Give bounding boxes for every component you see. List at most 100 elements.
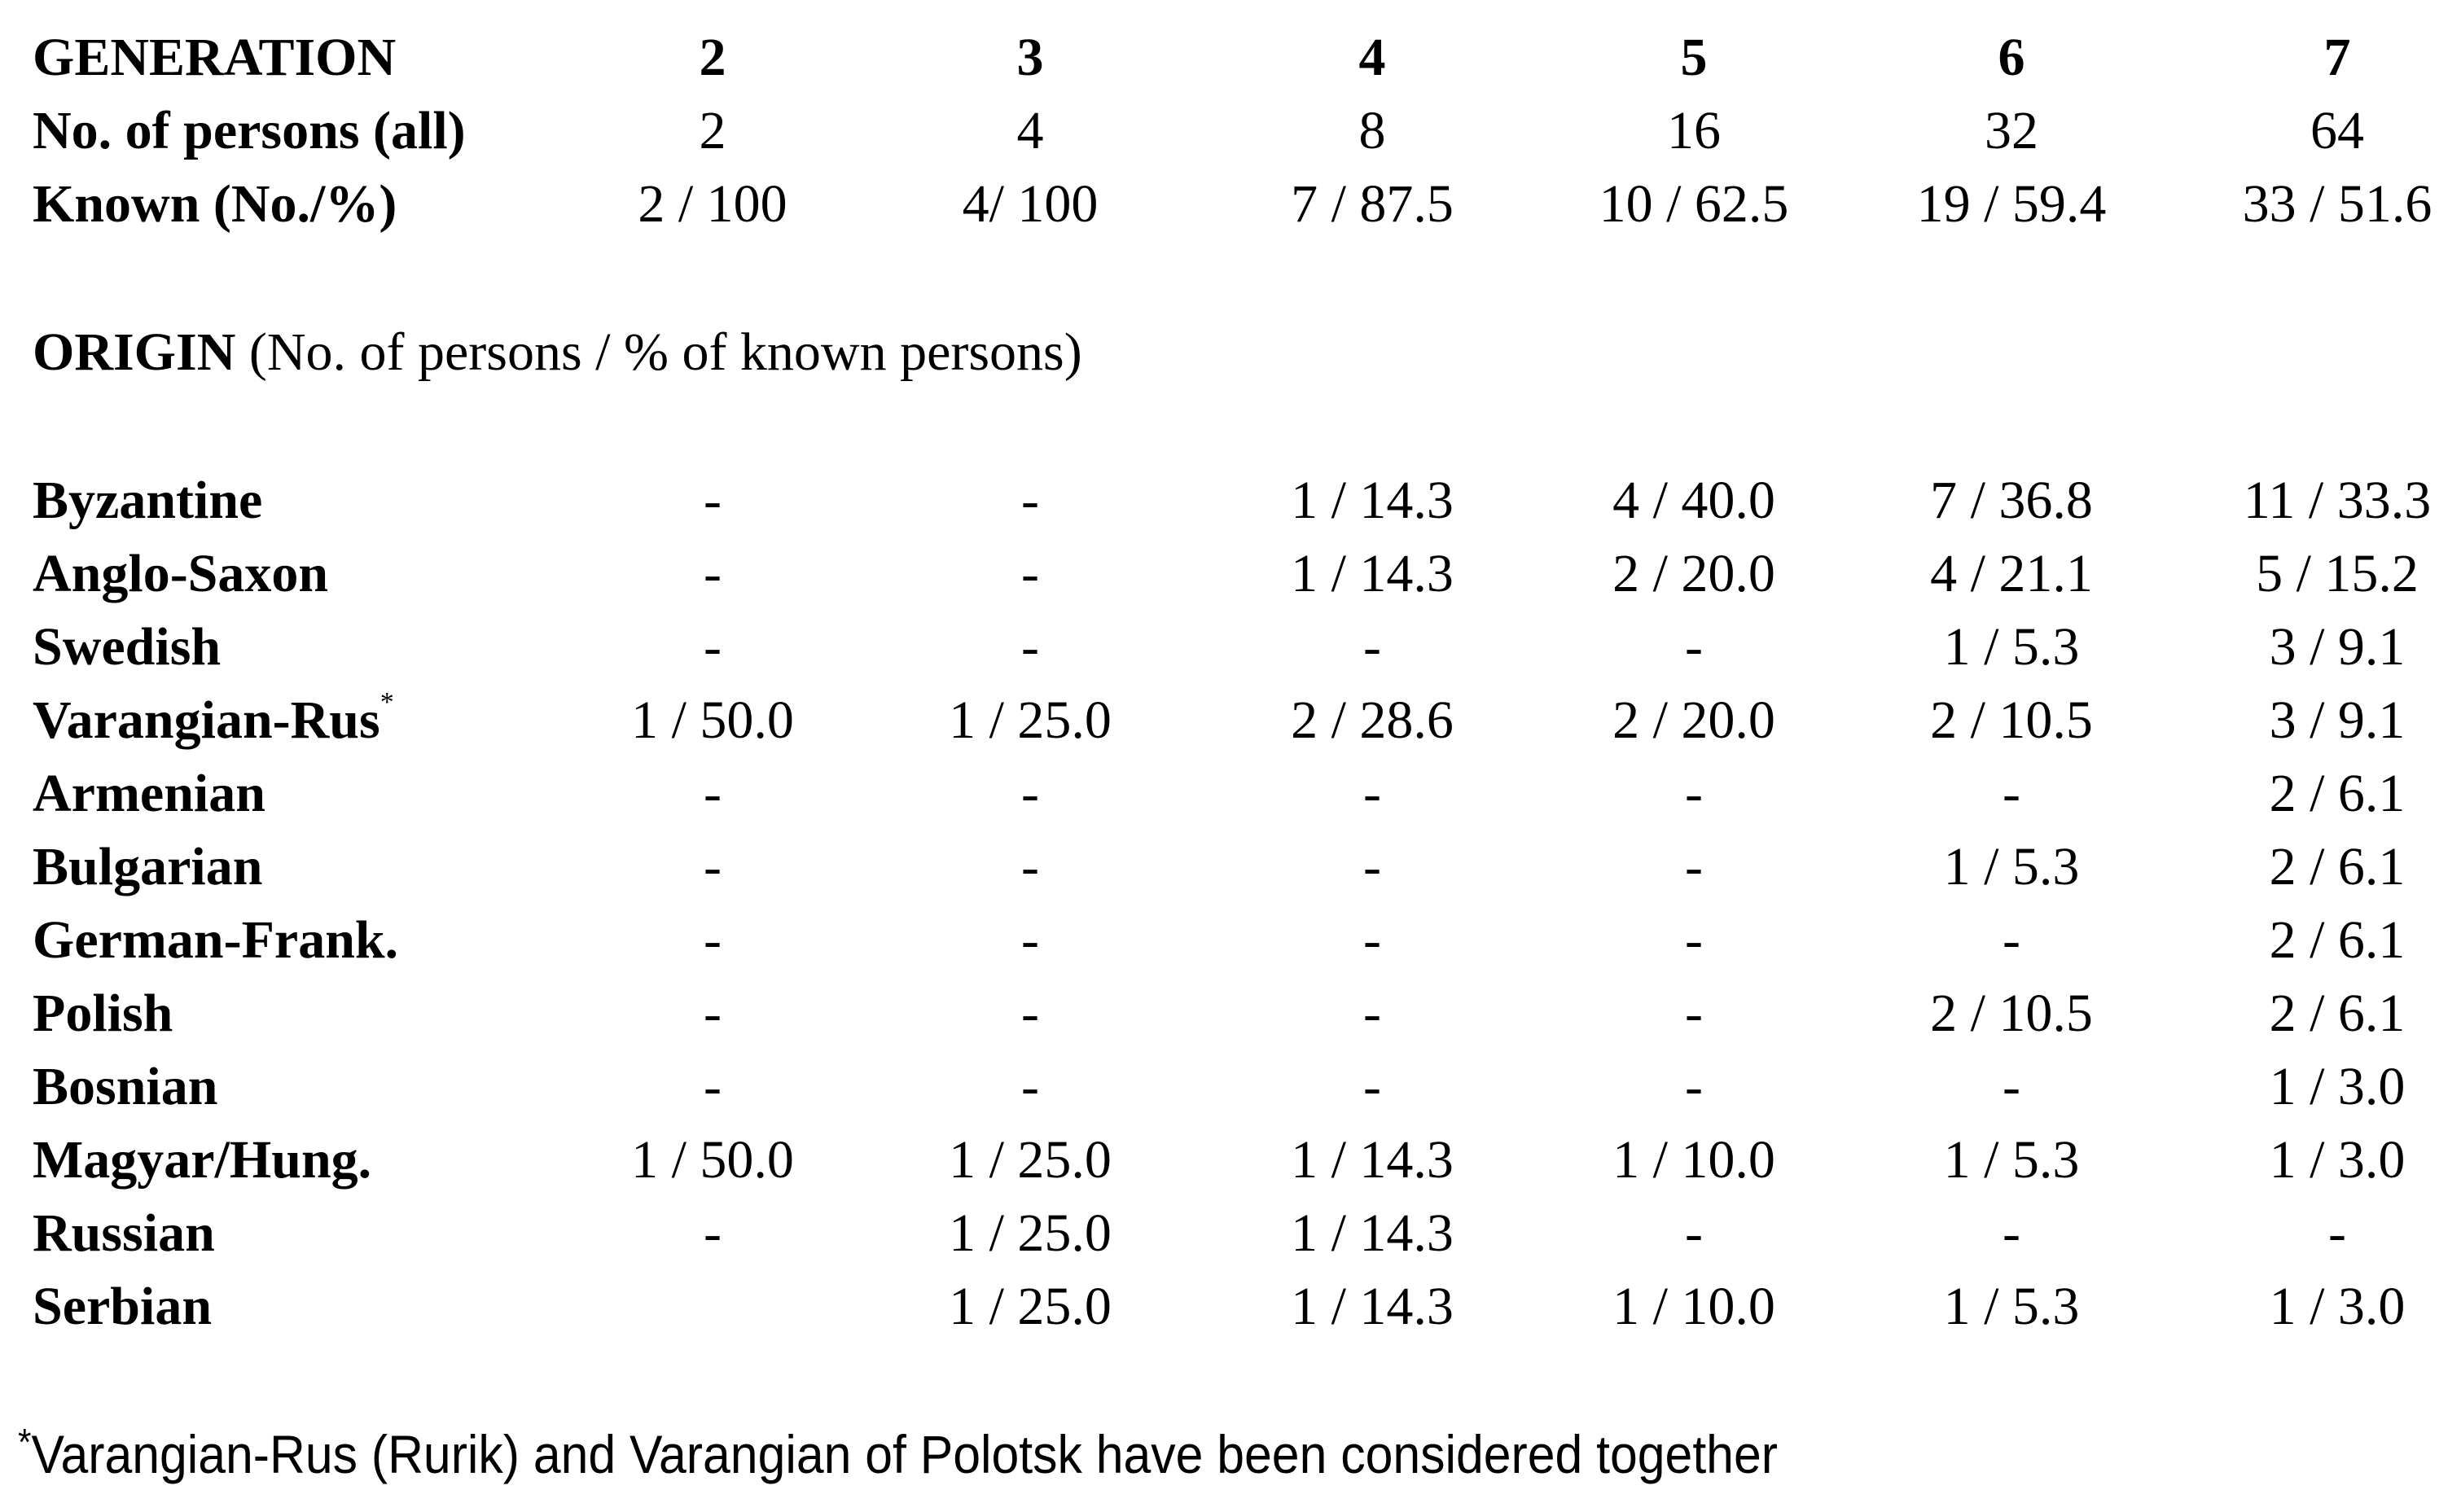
persons-gen-7: 64 xyxy=(2310,101,2364,160)
table-cell: 1 / 14.3 xyxy=(1291,544,1454,603)
row-label-byzantine: Byzantine xyxy=(33,471,263,530)
known-gen-5: 10 / 62.5 xyxy=(1599,174,1789,234)
table-cell: 4 / 21.1 xyxy=(1930,544,2093,603)
table-cell: - xyxy=(1685,984,1703,1043)
table-cell: 1 / 14.3 xyxy=(1291,471,1454,530)
known-gen-7: 33 / 51.6 xyxy=(2242,174,2432,234)
row-label-polish: Polish xyxy=(33,984,173,1043)
table-cell: 2 / 6.1 xyxy=(2269,837,2406,896)
table-cell: 2 / 6.1 xyxy=(2269,984,2406,1043)
row-label-magyar-hung: Magyar/Hung. xyxy=(33,1130,372,1190)
table-cell: 2 / 20.0 xyxy=(1612,544,1775,603)
row-label-bulgarian: Bulgarian xyxy=(33,837,263,896)
table-cell: 3 / 9.1 xyxy=(2269,617,2406,677)
table-cell: - xyxy=(704,764,722,823)
table-cell: - xyxy=(704,984,722,1043)
footnote-marker: * xyxy=(379,687,394,717)
table-cell: - xyxy=(1685,910,1703,970)
footnote-text: Varangian-Rus (Rurik) and Varangian of P… xyxy=(31,1424,1778,1484)
table-cell: - xyxy=(1021,984,1039,1043)
known-gen-4: 7 / 87.5 xyxy=(1291,174,1454,234)
generation-2-header: 2 xyxy=(699,28,726,87)
generation-6-header: 6 xyxy=(1998,28,2025,87)
table-cell: - xyxy=(1685,1057,1703,1116)
table-cell: 1 / 14.3 xyxy=(1291,1277,1454,1336)
table-cell: 1 / 10.0 xyxy=(1612,1130,1775,1190)
table-cell: 3 / 9.1 xyxy=(2269,690,2406,750)
origin-heading: ORIGIN (No. of persons / % of known pers… xyxy=(33,322,1082,383)
persons-gen-6: 32 xyxy=(1985,101,2038,160)
row-label-text: Varangian-Rus xyxy=(33,690,380,750)
table-cell: - xyxy=(1363,910,1381,970)
table-cell: - xyxy=(704,471,722,530)
table-cell: 1 / 14.3 xyxy=(1291,1130,1454,1190)
row-label-anglo-saxon: Anglo-Saxon xyxy=(33,544,329,603)
table-cell: - xyxy=(1021,544,1039,603)
table-cell: 1 / 14.3 xyxy=(1291,1203,1454,1263)
table-cell: - xyxy=(2003,1203,2020,1263)
table-cell: 2 / 20.0 xyxy=(1612,690,1775,750)
known-label: Known (No./%) xyxy=(33,174,397,234)
persons-gen-4: 8 xyxy=(1358,101,1386,160)
table-cell: - xyxy=(1363,984,1381,1043)
known-gen-2: 2 / 100 xyxy=(638,174,787,234)
table-cell: 1 / 3.0 xyxy=(2269,1277,2406,1336)
table-cell: - xyxy=(704,837,722,896)
table-cell: 11 / 33.3 xyxy=(2243,471,2432,530)
table-cell: 4 / 40.0 xyxy=(1612,471,1775,530)
generation-7-header: 7 xyxy=(2323,28,2351,87)
table-cell: 1 / 25.0 xyxy=(949,1130,1112,1190)
table-cell: - xyxy=(1021,471,1039,530)
table-cell: - xyxy=(704,910,722,970)
persons-gen-5: 16 xyxy=(1667,101,1721,160)
table-cell: - xyxy=(1685,617,1703,677)
table-cell: - xyxy=(2003,1057,2020,1116)
table-cell: 1 / 5.3 xyxy=(1943,1130,2080,1190)
table-cell: - xyxy=(1685,1203,1703,1263)
row-label-armenian: Armenian xyxy=(33,764,265,823)
generation-label: GENERATION xyxy=(33,28,397,87)
persons-gen-2: 2 xyxy=(699,101,726,160)
row-label-serbian: Serbian xyxy=(33,1277,213,1336)
table-cell: - xyxy=(704,1203,722,1263)
table-cell: 2 / 28.6 xyxy=(1291,690,1454,750)
table-cell: - xyxy=(704,617,722,677)
table-cell: 1 / 5.3 xyxy=(1943,1277,2080,1336)
table-cell: 1 / 25.0 xyxy=(949,1203,1112,1263)
origin-heading-note: (No. of persons / % of known persons) xyxy=(235,322,1082,382)
table-cell: 1 / 50.0 xyxy=(631,690,794,750)
table-cell: 5 / 15.2 xyxy=(2256,544,2419,603)
table-cell: - xyxy=(1685,837,1703,896)
row-label-russian: Russian xyxy=(33,1203,215,1263)
table-cell: 1 / 5.3 xyxy=(1943,837,2080,896)
generation-5-header: 5 xyxy=(1680,28,1708,87)
table-cell: - xyxy=(2003,764,2020,823)
table-cell: - xyxy=(1021,764,1039,823)
table-cell: - xyxy=(1363,617,1381,677)
row-label-german-frank: German-Frank. xyxy=(33,910,399,970)
known-gen-6: 19 / 59.4 xyxy=(1916,174,2107,234)
table-cell: 1 / 25.0 xyxy=(949,690,1112,750)
table-cell: - xyxy=(704,544,722,603)
table-cell: - xyxy=(1363,1057,1381,1116)
table-cell: 1 / 10.0 xyxy=(1612,1277,1775,1336)
table-cell: - xyxy=(1363,837,1381,896)
table-cell: - xyxy=(1021,910,1039,970)
row-label-bosnian: Bosnian xyxy=(33,1057,218,1116)
generation-3-header: 3 xyxy=(1016,28,1044,87)
table-cell: 2 / 10.5 xyxy=(1930,690,2093,750)
generation-4-header: 4 xyxy=(1358,28,1386,87)
table-cell: 2 / 10.5 xyxy=(1930,984,2093,1043)
row-label-swedish: Swedish xyxy=(33,617,222,677)
table-cell: - xyxy=(704,1057,722,1116)
footnote-star: * xyxy=(18,1421,32,1463)
table-cell: 1 / 5.3 xyxy=(1943,617,2080,677)
table-cell: - xyxy=(1021,837,1039,896)
table-cell: 1 / 50.0 xyxy=(631,1130,794,1190)
table-cell: 2 / 6.1 xyxy=(2269,910,2406,970)
table-cell: - xyxy=(1363,764,1381,823)
persons-label: No. of persons (all) xyxy=(33,101,466,160)
table-cell: 1 / 25.0 xyxy=(949,1277,1112,1336)
table-cell: 1 / 3.0 xyxy=(2269,1057,2406,1116)
table-cell: 7 / 36.8 xyxy=(1930,471,2093,530)
